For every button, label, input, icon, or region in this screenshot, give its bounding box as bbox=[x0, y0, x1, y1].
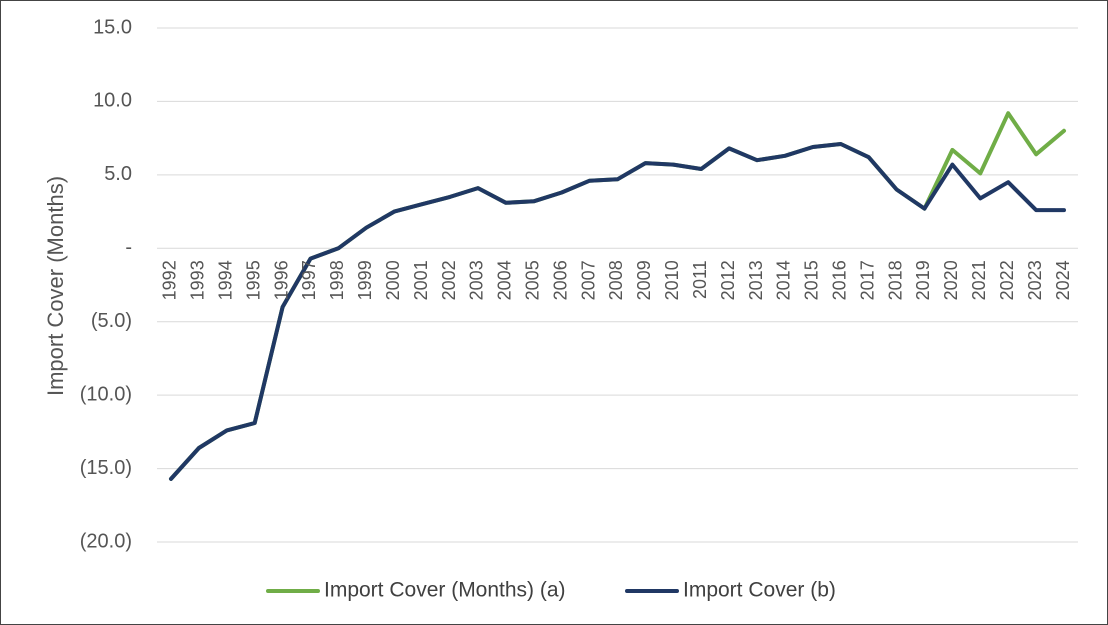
x-tick-label: 2007 bbox=[578, 260, 598, 300]
x-tick-label: 2009 bbox=[634, 260, 654, 300]
x-tick-label: 1999 bbox=[355, 260, 375, 300]
y-axis-label: Import Cover (Months) bbox=[43, 176, 68, 396]
x-tick-label: 2011 bbox=[690, 260, 710, 299]
x-tick-label: 2016 bbox=[830, 260, 850, 300]
y-tick-label: (10.0) bbox=[80, 383, 132, 405]
x-tick-label: 1996 bbox=[271, 260, 291, 300]
series-line-b bbox=[169, 142, 1066, 481]
x-tick-label: 1995 bbox=[243, 260, 263, 300]
x-tick-label: 2005 bbox=[523, 260, 543, 300]
y-tick-label: (5.0) bbox=[91, 310, 132, 332]
x-tick-label: 2014 bbox=[774, 260, 794, 300]
x-tick-label: 1994 bbox=[216, 260, 236, 300]
x-tick-label: 2013 bbox=[746, 260, 766, 300]
x-tick-label: 2017 bbox=[857, 260, 877, 300]
x-tick-label: 2020 bbox=[941, 260, 961, 300]
x-tick-label: 2001 bbox=[411, 260, 431, 300]
legend-label: Import Cover (b) bbox=[683, 579, 836, 602]
x-tick-label: 1992 bbox=[160, 260, 180, 300]
x-tick-label: 2004 bbox=[495, 260, 515, 300]
x-tick-label: 2018 bbox=[885, 260, 905, 300]
x-tick-label: 2021 bbox=[969, 260, 989, 300]
x-tick-label: 1997 bbox=[299, 260, 319, 300]
series-lines bbox=[169, 111, 1066, 481]
x-tick-label: 2003 bbox=[467, 260, 487, 300]
x-tick-label: 2012 bbox=[718, 260, 738, 300]
y-tick-label: - bbox=[125, 237, 132, 259]
x-tick-label: 2000 bbox=[383, 260, 403, 300]
legend-label: Import Cover (Months) (a) bbox=[324, 579, 566, 602]
x-tick-label: 2015 bbox=[802, 260, 822, 300]
y-tick-label: 10.0 bbox=[93, 90, 132, 112]
x-tick-label: 2019 bbox=[913, 260, 933, 300]
x-tick-label: 2002 bbox=[439, 260, 459, 300]
y-axis-ticks: 15.0 10.0 5.0 - (5.0) (10.0) (15.0) (20.0) bbox=[80, 16, 132, 552]
x-axis-ticks: 1992 1993 1994 1995 1996 1997 1998 1999 2000 2001… bbox=[160, 260, 1073, 300]
x-tick-label: 2022 bbox=[997, 260, 1017, 300]
y-tick-label: 5.0 bbox=[104, 163, 132, 185]
x-tick-label: 1993 bbox=[188, 260, 208, 300]
y-tick-label: (15.0) bbox=[80, 457, 132, 479]
gridlines bbox=[157, 27, 1078, 543]
y-tick-label: (20.0) bbox=[80, 530, 132, 552]
legend: Import Cover (Months) (a) Import Cover (b… bbox=[266, 579, 836, 602]
y-tick-label: 15.0 bbox=[93, 16, 132, 38]
x-tick-label: 2006 bbox=[550, 260, 570, 300]
x-tick-label: 2008 bbox=[606, 260, 626, 300]
x-tick-label: 2023 bbox=[1025, 260, 1045, 300]
x-tick-label: 1998 bbox=[327, 260, 347, 300]
x-tick-label: 2024 bbox=[1053, 260, 1073, 300]
x-tick-label: 2010 bbox=[662, 260, 682, 300]
